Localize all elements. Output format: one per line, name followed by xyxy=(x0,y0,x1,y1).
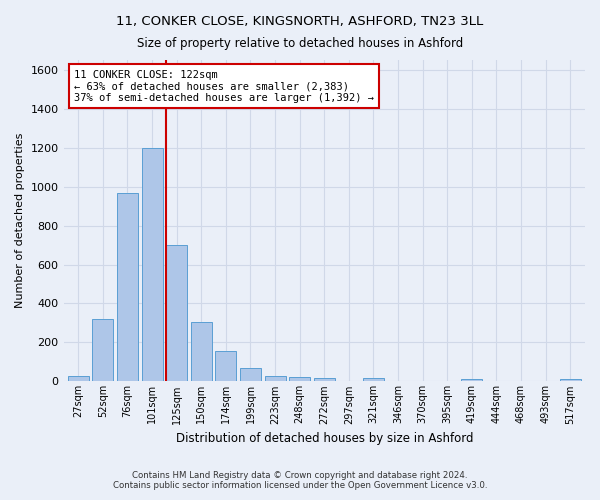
Bar xyxy=(92,319,113,382)
Bar xyxy=(363,378,384,382)
Text: 11, CONKER CLOSE, KINGSNORTH, ASHFORD, TN23 3LL: 11, CONKER CLOSE, KINGSNORTH, ASHFORD, T… xyxy=(116,15,484,28)
Bar xyxy=(215,351,236,382)
Bar xyxy=(191,322,212,382)
Text: 11 CONKER CLOSE: 122sqm
← 63% of detached houses are smaller (2,383)
37% of semi: 11 CONKER CLOSE: 122sqm ← 63% of detache… xyxy=(74,70,374,103)
Bar xyxy=(240,368,261,382)
Bar xyxy=(68,376,89,382)
Y-axis label: Number of detached properties: Number of detached properties xyxy=(15,133,25,308)
Bar xyxy=(265,376,286,382)
Bar xyxy=(560,379,581,382)
Bar xyxy=(166,245,187,382)
Text: Size of property relative to detached houses in Ashford: Size of property relative to detached ho… xyxy=(137,38,463,51)
Bar xyxy=(461,380,482,382)
Bar xyxy=(314,378,335,382)
Bar xyxy=(289,378,310,382)
Bar xyxy=(117,194,138,382)
Bar xyxy=(142,148,163,382)
X-axis label: Distribution of detached houses by size in Ashford: Distribution of detached houses by size … xyxy=(176,432,473,445)
Text: Contains HM Land Registry data © Crown copyright and database right 2024.
Contai: Contains HM Land Registry data © Crown c… xyxy=(113,470,487,490)
